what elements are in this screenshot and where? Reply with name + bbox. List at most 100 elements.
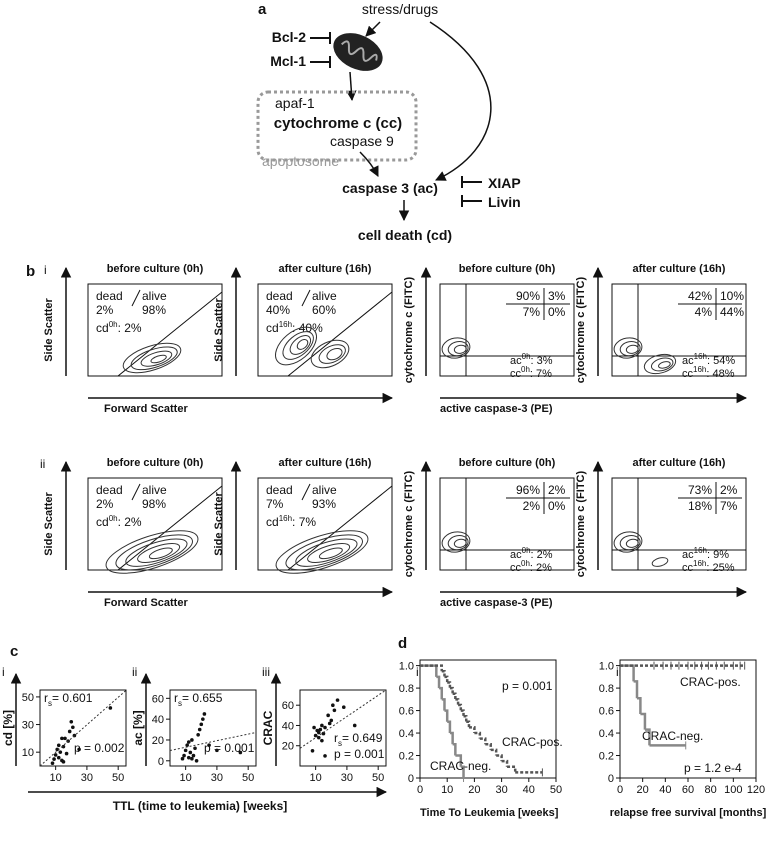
data-point bbox=[63, 736, 67, 741]
survival-step bbox=[449, 731, 454, 745]
data-point bbox=[71, 725, 75, 730]
survival-step bbox=[466, 720, 471, 728]
data-point bbox=[190, 738, 194, 742]
contour bbox=[285, 534, 363, 571]
cell-death-value: cd16h: 7% bbox=[266, 514, 316, 529]
data-point bbox=[201, 717, 205, 721]
data-point bbox=[58, 750, 63, 754]
axis-label: relapse free survival [months] bbox=[610, 807, 767, 819]
plot-frame bbox=[611, 283, 747, 377]
y-tick-label: 0.4 bbox=[399, 728, 414, 740]
y-tick-label: 20 bbox=[152, 735, 164, 747]
superscript: 16h bbox=[694, 546, 707, 555]
axis-label: cytochrome c (FITC) bbox=[403, 470, 415, 577]
active-caspase-value: ac16h: 9% bbox=[682, 546, 729, 561]
x-tick-label: 80 bbox=[705, 784, 717, 796]
plot-frame bbox=[39, 689, 127, 767]
quadrant-percentage: 2% bbox=[523, 499, 541, 513]
data-point bbox=[318, 727, 323, 732]
data-point bbox=[61, 744, 66, 749]
outcome: cell death (cd) bbox=[358, 227, 452, 243]
data-point bbox=[196, 732, 200, 737]
plot-title: after culture (16h) bbox=[279, 457, 372, 469]
axis-label: TTL (time to leukemia) [weeks] bbox=[113, 799, 288, 813]
x-tick-label: 10 bbox=[310, 772, 322, 784]
data-point bbox=[193, 746, 197, 751]
y-tick-label: 1.0 bbox=[599, 661, 614, 673]
cytochrome-value: cc0h: 2% bbox=[510, 559, 552, 574]
panel-label: d bbox=[398, 635, 407, 652]
text-part: = 0.601 bbox=[52, 691, 93, 705]
data-point bbox=[310, 749, 315, 753]
data-point bbox=[197, 727, 202, 732]
plot-frame bbox=[439, 477, 575, 571]
x-tick-label: 60 bbox=[682, 784, 694, 796]
quadrant-percentage: 4% bbox=[695, 305, 713, 319]
survival-step bbox=[455, 698, 460, 705]
survival-step bbox=[485, 743, 492, 750]
data-point bbox=[215, 748, 219, 753]
survival-step bbox=[474, 731, 482, 739]
contour bbox=[275, 530, 369, 574]
cell-death-value: cd0h: 2% bbox=[96, 320, 142, 335]
gate-line bbox=[117, 291, 223, 377]
y-tick-label: 0.8 bbox=[399, 683, 414, 695]
contour bbox=[275, 326, 317, 366]
contour bbox=[453, 538, 467, 548]
quadrant-percentage: 90% bbox=[516, 289, 540, 303]
axis-label: Side Scatter bbox=[43, 297, 55, 361]
text-part: : 9% bbox=[707, 549, 729, 561]
survival-step bbox=[460, 709, 465, 717]
legend-label: CRAC-pos. bbox=[680, 675, 741, 689]
arrow bbox=[359, 151, 379, 177]
x-tick-label: 50 bbox=[372, 772, 384, 784]
contour bbox=[441, 531, 471, 553]
survival-step bbox=[444, 709, 449, 722]
axis-label: cytochrome c (FITC) bbox=[575, 470, 587, 577]
text-part: ac bbox=[510, 355, 522, 367]
survival-step bbox=[458, 703, 463, 711]
survival-step bbox=[444, 675, 449, 683]
row-label: ii bbox=[40, 457, 45, 471]
contour bbox=[122, 342, 182, 374]
subscript: s bbox=[48, 699, 52, 708]
arrow bbox=[346, 71, 357, 102]
y-tick-label: 0.2 bbox=[599, 751, 614, 763]
active-caspase-value: ac0h: 2% bbox=[510, 546, 553, 561]
gate-label: alive bbox=[142, 483, 167, 497]
gate-line bbox=[287, 291, 393, 377]
y-tick-label: 10 bbox=[22, 747, 34, 759]
text-part: : 3% bbox=[531, 355, 553, 367]
plot-frame bbox=[439, 283, 575, 377]
superscript: 16h bbox=[279, 514, 292, 523]
data-point bbox=[238, 750, 243, 755]
survival-step bbox=[490, 748, 498, 756]
protein: cytochrome c (cc) bbox=[274, 115, 402, 132]
y-tick-label: 0.6 bbox=[599, 706, 614, 718]
superscript: 16h bbox=[693, 559, 706, 568]
data-point bbox=[321, 731, 326, 736]
plot-title: before culture (0h) bbox=[459, 263, 556, 275]
survival-step bbox=[633, 680, 639, 699]
contour bbox=[613, 337, 643, 359]
contour bbox=[447, 535, 469, 551]
text-part: : 48% bbox=[706, 368, 734, 380]
data-point bbox=[327, 721, 332, 726]
divider bbox=[301, 289, 311, 307]
p-value: p = 0.001 bbox=[334, 747, 385, 761]
text-part: ac bbox=[682, 549, 694, 561]
cell-death-value: cd16h: 40% bbox=[266, 320, 323, 335]
contour bbox=[619, 535, 641, 551]
text-part: r bbox=[174, 691, 178, 705]
data-point bbox=[55, 747, 59, 752]
plot-frame bbox=[299, 689, 387, 767]
x-tick-label: 40 bbox=[659, 784, 671, 796]
x-tick-label: 120 bbox=[747, 784, 765, 796]
cell-death-value: cd0h: 2% bbox=[96, 514, 142, 529]
protein: caspase 9 bbox=[330, 133, 394, 149]
p-value: p = 0.001 bbox=[502, 679, 553, 693]
percentage: 60% bbox=[312, 303, 336, 317]
panel-label: c bbox=[10, 643, 18, 660]
quadrant-percentage: 0% bbox=[548, 499, 566, 513]
data-point bbox=[191, 753, 196, 758]
